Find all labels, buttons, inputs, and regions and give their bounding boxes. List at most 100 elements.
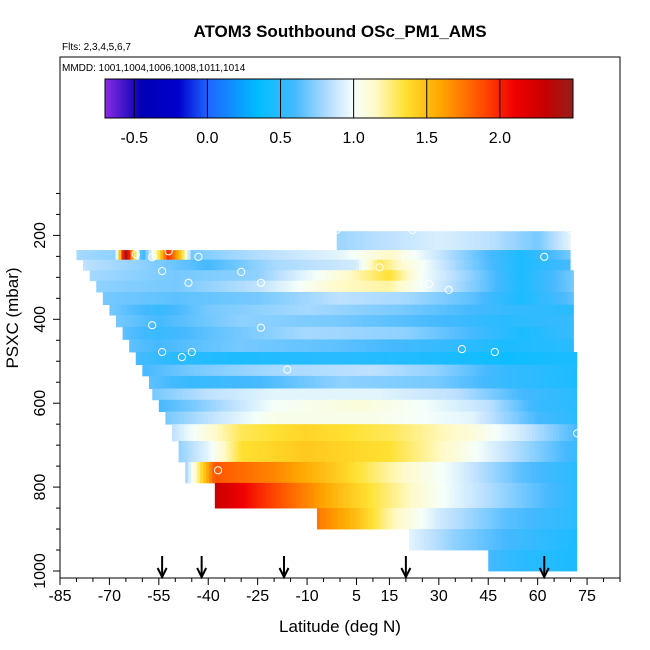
heatmap-cell [350, 259, 354, 271]
heatmap-cell [551, 259, 555, 271]
heatmap-cell [514, 375, 519, 389]
heatmap-cell [383, 461, 387, 484]
heatmap-cell [209, 461, 213, 484]
heatmap-cell [492, 280, 496, 293]
heatmap-cell [235, 440, 239, 463]
heatmap-cell [497, 326, 501, 340]
heatmap-cell [344, 326, 348, 340]
heatmap-cell [248, 399, 253, 412]
heatmap-cell [556, 364, 560, 377]
heatmap-cell [182, 326, 186, 340]
heatmap-cell [98, 270, 103, 282]
heatmap-cell [148, 375, 153, 389]
heatmap-cell [418, 364, 422, 377]
heatmap-cell [469, 250, 473, 261]
heatmap-cell [557, 259, 561, 271]
heatmap-cell [201, 280, 205, 293]
heatmap-cell [425, 388, 429, 401]
heatmap-cell [318, 411, 322, 425]
heatmap-cell [192, 292, 197, 306]
heatmap-cell [560, 315, 564, 328]
heatmap-cell [447, 352, 452, 365]
heatmap-cell [414, 231, 419, 251]
heatmap-cell [449, 259, 453, 271]
heatmap-cell [373, 508, 378, 530]
heatmap-cell [153, 280, 157, 293]
heatmap-cell [470, 461, 474, 484]
heatmap-cell [423, 411, 427, 425]
heatmap-cell [295, 304, 299, 316]
heatmap-cell [532, 482, 537, 509]
heatmap-cell [370, 250, 374, 261]
heatmap-cell [283, 375, 288, 389]
heatmap-cell [436, 250, 440, 261]
heatmap-cell [452, 315, 456, 328]
heatmap-cell [325, 375, 330, 389]
heatmap-cell [352, 250, 356, 261]
heatmap-cell [267, 352, 272, 365]
heatmap-cell [553, 424, 557, 442]
heatmap-cell [357, 339, 361, 353]
heatmap-cell [530, 550, 534, 572]
heatmap-cell [324, 292, 329, 306]
heatmap-cell [182, 259, 186, 271]
heatmap-cell [194, 326, 198, 340]
heatmap-cell [485, 388, 489, 401]
heatmap-cell [117, 292, 122, 306]
heatmap-cell [233, 315, 237, 328]
heatmap-cell [140, 326, 144, 340]
sample-point [490, 347, 499, 357]
heatmap-cell [339, 339, 343, 353]
heatmap-cell [328, 482, 333, 509]
heatmap-cell [218, 315, 222, 328]
heatmap-cell [158, 388, 162, 401]
heatmap-cell [294, 292, 299, 306]
heatmap-cell [510, 352, 515, 365]
heatmap-cell [474, 411, 478, 425]
heatmap-cell [183, 411, 187, 425]
heatmap-cell [567, 411, 571, 425]
heatmap-cell [312, 280, 316, 293]
heatmap-cell [280, 440, 284, 463]
heatmap-cell [399, 352, 404, 365]
heatmap-cell [147, 280, 151, 293]
heatmap-cell [301, 424, 305, 442]
heatmap-cell [389, 270, 394, 282]
heatmap-cell [541, 529, 545, 551]
heatmap-cell [565, 375, 570, 389]
heatmap-cell [557, 461, 561, 484]
heatmap-cell [366, 352, 371, 365]
heatmap-cell [566, 270, 571, 282]
heatmap-cell [240, 352, 245, 365]
heatmap-cell [415, 508, 420, 530]
heatmap-cell [474, 280, 478, 293]
heatmap-cell [314, 388, 318, 401]
heatmap-cell [394, 375, 399, 389]
heatmap-cell [161, 326, 165, 340]
heatmap-cell [461, 270, 466, 282]
heatmap-cell [463, 424, 467, 442]
heatmap-cell [281, 399, 286, 412]
heatmap-cell [325, 482, 330, 509]
heatmap-cell [462, 231, 467, 251]
heatmap-cell [95, 259, 99, 271]
heatmap-cell [424, 440, 428, 463]
heatmap-cell [458, 270, 463, 282]
heatmap-cell [217, 250, 221, 261]
heatmap-cell [204, 411, 208, 425]
heatmap-cell [246, 292, 251, 306]
heatmap-cell [286, 250, 290, 261]
heatmap-cell [398, 388, 402, 401]
heatmap-cell [148, 250, 152, 261]
heatmap-cell [233, 259, 237, 271]
heatmap-cell [554, 461, 558, 484]
heatmap-cell [342, 231, 347, 251]
heatmap-cell [527, 388, 531, 401]
heatmap-cell [185, 399, 190, 412]
heatmap-cell [539, 461, 543, 484]
heatmap-cell [357, 280, 361, 293]
heatmap-cell [220, 364, 224, 377]
heatmap-cell [373, 250, 377, 261]
heatmap-cell [227, 315, 231, 328]
heatmap-cell [412, 529, 416, 551]
